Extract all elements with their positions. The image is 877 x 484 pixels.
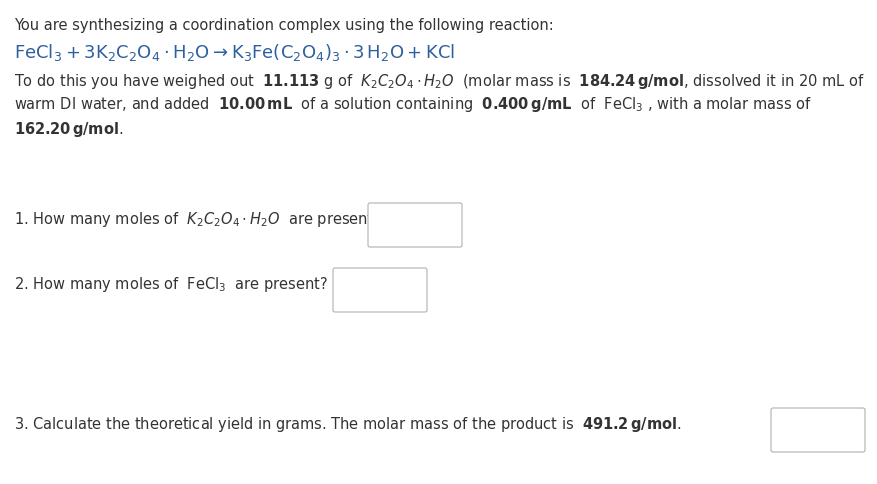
Text: $\mathrm{FeCl_3 + 3K_2C_2O_4 \cdot H_2O \rightarrow K_3Fe(C_2O_4)_3 \cdot 3\,H_2: $\mathrm{FeCl_3 + 3K_2C_2O_4 \cdot H_2O … (14, 42, 455, 63)
Text: 2. How many moles of  $\mathrm{FeCl_3}$  are present?: 2. How many moles of $\mathrm{FeCl_3}$ a… (14, 274, 328, 293)
Text: warm DI water, and added  $\mathbf{10.00\,mL}$  of a solution containing  $\math: warm DI water, and added $\mathbf{10.00\… (14, 95, 812, 114)
Text: You are synthesizing a coordination complex using the following reaction:: You are synthesizing a coordination comp… (14, 18, 553, 33)
FancyBboxPatch shape (333, 269, 427, 312)
FancyBboxPatch shape (771, 408, 865, 452)
Text: 1. How many moles of  $K_2C_2O_4 \cdot H_2O$  are present?: 1. How many moles of $K_2C_2O_4 \cdot H_… (14, 210, 381, 228)
Text: To do this you have weighed out  $\mathbf{11.113}$ g of  $K_2C_2O_4 \cdot H_2O$ : To do this you have weighed out $\mathbf… (14, 72, 865, 91)
FancyBboxPatch shape (368, 204, 462, 247)
Text: $\mathbf{162.20\,g/mol}$.: $\mathbf{162.20\,g/mol}$. (14, 120, 124, 139)
Text: 3. Calculate the theoretical yield in grams. The molar mass of the product is  $: 3. Calculate the theoretical yield in gr… (14, 414, 681, 433)
